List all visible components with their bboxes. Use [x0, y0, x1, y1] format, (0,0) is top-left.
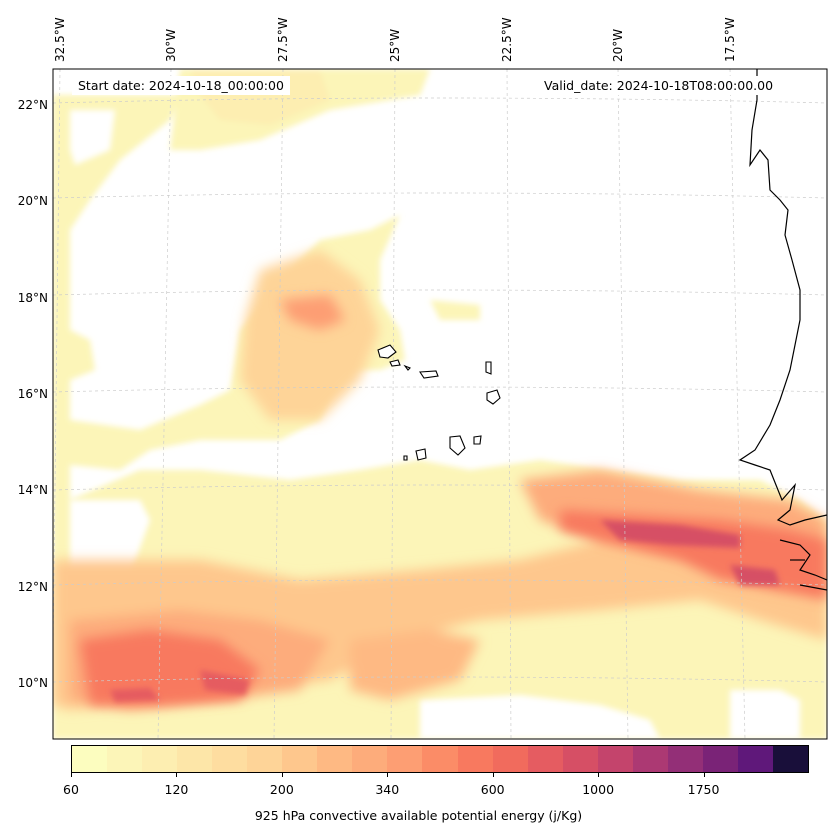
- colorbar-segment: [282, 746, 318, 772]
- colorbar-title: 925 hPa convective available potential e…: [254, 808, 583, 823]
- colorbar-segment: [632, 746, 668, 772]
- coastline: [738, 69, 827, 591]
- colorbar-segment: [142, 746, 178, 772]
- lon-label: 30°W: [164, 28, 178, 62]
- colorbar-segment: [737, 746, 773, 772]
- colorbar-tick-label: 600: [480, 782, 505, 797]
- cape-field: [53, 69, 827, 739]
- valid-date-label: Valid_date: 2024-10-18T08:00:00.00: [538, 76, 780, 95]
- colorbar-segment: [597, 746, 633, 772]
- colorbar-tick-mark: [703, 773, 705, 777]
- lon-label: 22.5°W: [500, 17, 514, 62]
- cape-verde-islands: [377, 344, 501, 461]
- map-frame: [52, 68, 828, 740]
- colorbar-segment: [177, 746, 213, 772]
- lat-label: 20°N: [17, 194, 48, 208]
- lat-label: 10°N: [17, 676, 48, 690]
- colorbar-segment: [212, 746, 248, 772]
- colorbar-tick-mark: [387, 773, 389, 777]
- colorbar-segment: [667, 746, 703, 772]
- colorbar-segment: [457, 746, 493, 772]
- lon-label: 27.5°W: [276, 17, 290, 62]
- colorbar-segment: [352, 746, 388, 772]
- colorbar-tick-mark: [176, 773, 178, 777]
- lat-label: 16°N: [17, 387, 48, 401]
- colorbar-segment: [317, 746, 353, 772]
- colorbar-tick-mark: [492, 773, 494, 777]
- colorbar-segment: [562, 746, 598, 772]
- colorbar-tick-label: 1750: [687, 782, 720, 797]
- colorbar-tick-mark: [598, 773, 600, 777]
- colorbar-segment: [247, 746, 283, 772]
- colorbar-segment: [772, 746, 808, 772]
- colorbar-segment: [422, 746, 458, 772]
- colorbar: [71, 745, 809, 773]
- colorbar-tick-label: 1000: [582, 782, 615, 797]
- lat-label: 14°N: [17, 483, 48, 497]
- colorbar-segment: [492, 746, 528, 772]
- lat-label: 18°N: [17, 291, 48, 305]
- cape-no-data: [70, 110, 800, 739]
- colorbar-segment: [107, 746, 143, 772]
- lon-label: 20°W: [611, 28, 625, 62]
- colorbar-tick-mark: [281, 773, 283, 777]
- colorbar-tick-label: 200: [269, 782, 294, 797]
- colorbar-tick-label: 120: [164, 782, 189, 797]
- colorbar-tick-label: 340: [375, 782, 400, 797]
- colorbar-tick-label: 60: [63, 782, 79, 797]
- colorbar-segment: [387, 746, 423, 772]
- lon-label: 17.5°W: [723, 17, 737, 62]
- lat-label: 22°N: [17, 98, 48, 112]
- lat-label: 12°N: [17, 580, 48, 594]
- lon-label: 25°W: [388, 28, 402, 62]
- colorbar-segment: [527, 746, 563, 772]
- start-date-label: Start date: 2024-10-18_00:00:00: [72, 76, 290, 95]
- lon-label: 32.5°W: [53, 17, 67, 62]
- colorbar-segment: [702, 746, 738, 772]
- colorbar-segment: [72, 746, 108, 772]
- cape-layer-peak: [110, 520, 780, 702]
- colorbar-tick-mark: [71, 773, 72, 777]
